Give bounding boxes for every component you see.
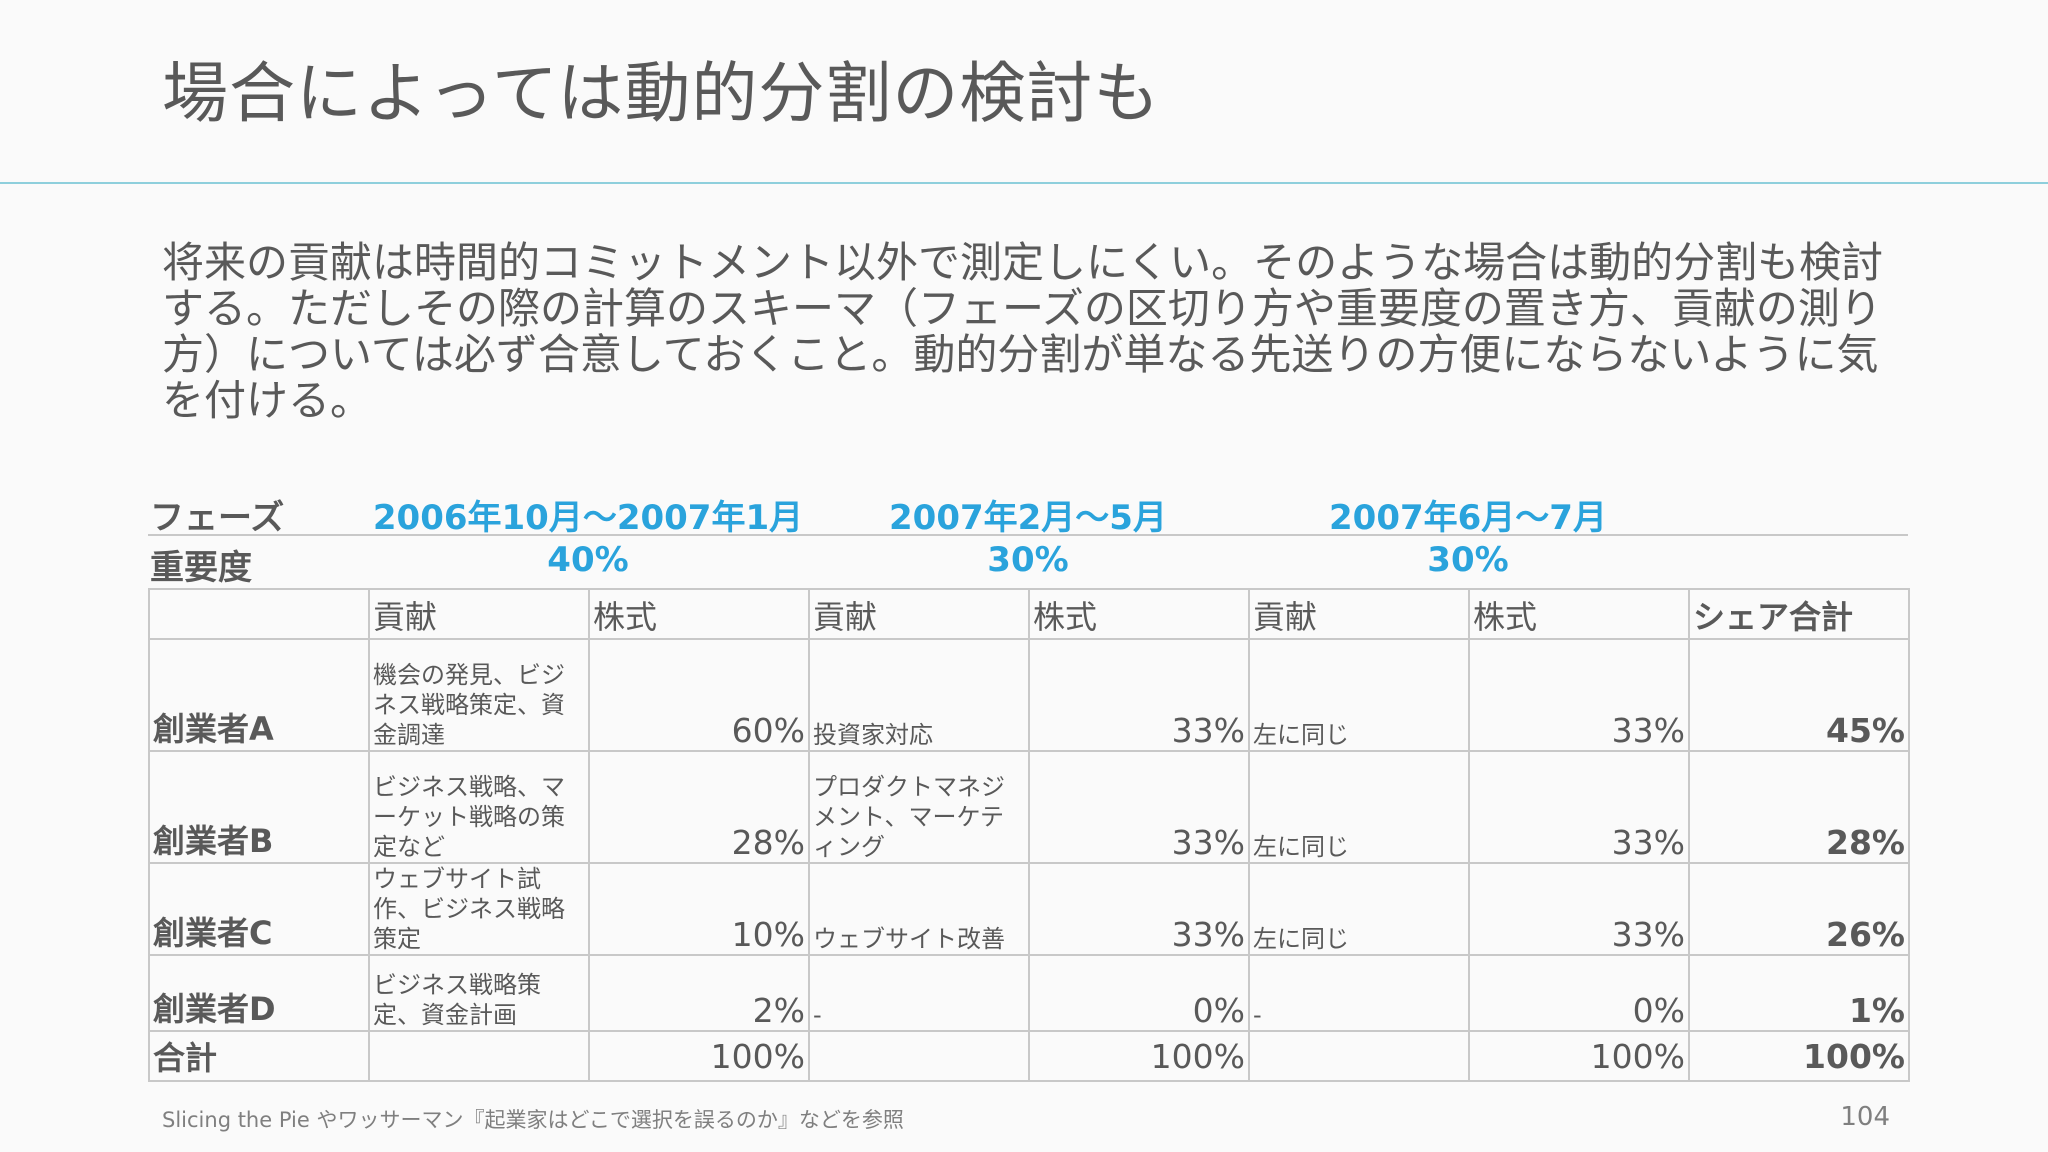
stock-cell: 2% — [588, 954, 810, 1032]
stock-cell: 60% — [588, 638, 810, 752]
total-empty-cell — [368, 1030, 590, 1082]
total-label: 合計 — [148, 1030, 370, 1082]
contribution-cell: ウェブサイト改善 — [808, 862, 1030, 956]
contribution-cell: プロダクトマネジメント、マーケティング — [808, 750, 1030, 864]
total-stock-2: 100% — [1028, 1030, 1250, 1082]
founder-name: 創業者A — [148, 638, 370, 752]
stock-cell: 10% — [588, 862, 810, 956]
share-total-cell: 28% — [1688, 750, 1910, 864]
header-stock-2: 株式 — [1028, 588, 1250, 640]
phase-weight-1: 40% — [547, 540, 629, 580]
table-row: 創業者A 機会の発見、ビジネス戦略策定、資金調達 60% 投資家対応 33% 左… — [148, 638, 1910, 752]
contribution-cell: - — [1248, 954, 1470, 1032]
contribution-cell: 左に同じ — [1248, 750, 1470, 864]
stock-cell: 33% — [1468, 862, 1690, 956]
total-empty-cell — [808, 1030, 1030, 1082]
header-contribution-1: 貢献 — [368, 588, 590, 640]
stock-cell: 33% — [1468, 638, 1690, 752]
total-share: 100% — [1688, 1030, 1910, 1082]
phase-header-row: フェーズ 2006年10月～2007年1月 2007年2月～5月 2007年6月… — [148, 488, 1908, 538]
header-contribution-2: 貢献 — [808, 588, 1030, 640]
contribution-cell: 機会の発見、ビジネス戦略策定、資金調達 — [368, 638, 590, 752]
total-row: 合計 100% 100% 100% 100% — [148, 1030, 1910, 1082]
footer-source-note: Slicing the Pie やワッサーマン『起業家はどこで選択を誤るのか』な… — [162, 1108, 904, 1132]
phase-name-2: 2007年2月～5月 — [889, 498, 1167, 538]
body-paragraph: 将来の貢献は時間的コミットメント以外で測定しにくい。そのような場合は動的分割も検… — [162, 238, 1884, 425]
table-header-row: 貢献 株式 貢献 株式 貢献 株式 シェア合計 — [148, 588, 1910, 640]
stock-cell: 0% — [1468, 954, 1690, 1032]
founder-name: 創業者B — [148, 750, 370, 864]
table-row: 創業者C ウェブサイト試作、ビジネス戦略策定 10% ウェブサイト改善 33% … — [148, 862, 1910, 956]
contribution-cell: 投資家対応 — [808, 638, 1030, 752]
total-stock-3: 100% — [1468, 1030, 1690, 1082]
founder-name: 創業者D — [148, 954, 370, 1032]
share-total-cell: 45% — [1688, 638, 1910, 752]
header-empty-cell — [148, 588, 370, 640]
weight-row: 重要度 40% 30% 30% — [148, 536, 1908, 588]
contribution-cell: ウェブサイト試作、ビジネス戦略策定 — [368, 862, 590, 956]
slide-title: 場合によっては動的分割の検討も — [162, 55, 1161, 132]
phase-weight-3: 30% — [1427, 540, 1509, 580]
share-total-cell: 26% — [1688, 862, 1910, 956]
table-row: 創業者B ビジネス戦略、マーケット戦略の策定など 28% プロダクトマネジメント… — [148, 750, 1910, 864]
total-empty-cell — [1248, 1030, 1470, 1082]
header-share-total: シェア合計 — [1688, 588, 1910, 640]
phase-name-3: 2007年6月～7月 — [1329, 498, 1607, 538]
phase-weight-2: 30% — [987, 540, 1069, 580]
contribution-cell: 左に同じ — [1248, 862, 1470, 956]
contribution-cell: ビジネス戦略、マーケット戦略の策定など — [368, 750, 590, 864]
table-row: 創業者D ビジネス戦略策定、資金計画 2% - 0% - 0% 1% — [148, 954, 1910, 1032]
contribution-cell: ビジネス戦略策定、資金計画 — [368, 954, 590, 1032]
stock-cell: 33% — [1468, 750, 1690, 864]
contribution-cell: - — [808, 954, 1030, 1032]
phase-row-label: フェーズ — [150, 498, 285, 538]
header-contribution-3: 貢献 — [1248, 588, 1470, 640]
stock-cell: 33% — [1028, 638, 1250, 752]
equity-split-table: 貢献 株式 貢献 株式 貢献 株式 シェア合計 創業者A 機会の発見、ビジネス戦… — [148, 588, 1910, 1082]
founder-name: 創業者C — [148, 862, 370, 956]
title-bar: 場合によっては動的分割の検討も — [0, 0, 2048, 184]
contribution-cell: 左に同じ — [1248, 638, 1470, 752]
weight-row-label: 重要度 — [150, 548, 252, 588]
phase-name-1: 2006年10月～2007年1月 — [372, 498, 804, 538]
total-stock-1: 100% — [588, 1030, 810, 1082]
share-total-cell: 1% — [1688, 954, 1910, 1032]
stock-cell: 0% — [1028, 954, 1250, 1032]
stock-cell: 33% — [1028, 750, 1250, 864]
stock-cell: 28% — [588, 750, 810, 864]
stock-cell: 33% — [1028, 862, 1250, 956]
header-stock-3: 株式 — [1468, 588, 1690, 640]
page-number: 104 — [1840, 1102, 1890, 1132]
header-stock-1: 株式 — [588, 588, 810, 640]
